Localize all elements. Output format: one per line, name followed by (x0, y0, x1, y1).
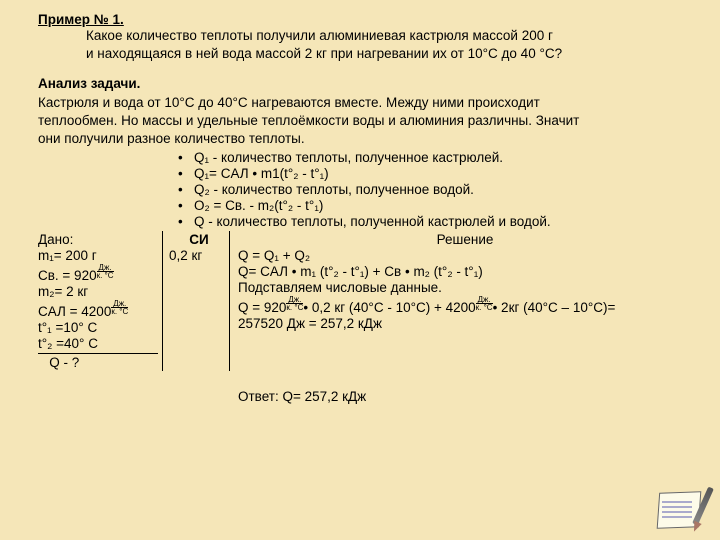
fb3: к. °С (286, 304, 303, 311)
analysis-t3: они получили разное количество теплоты. (38, 130, 692, 148)
given-2: Cв. = 920Дж.к. °С (38, 264, 158, 283)
given-column: Дано: m₁= 200 г Cв. = 920Дж.к. °С m₂= 2 … (38, 231, 163, 371)
answer: Ответ: Q= 257,2 кДж (238, 389, 692, 404)
title-text: Пример № 1. (38, 12, 124, 27)
g4a: CАЛ = 4200 (38, 304, 111, 319)
problem-l1: Какое количество теплоты получили алюмин… (86, 27, 692, 45)
bullet-3-text: Q₂ - количество теплоты, полученное водо… (194, 182, 474, 197)
fb4: к. °С (476, 304, 493, 311)
fb: к. °С (97, 272, 114, 279)
bullet-5-text: Q - количество теплоты, полученной кастр… (194, 214, 551, 229)
frac-3: Дж.к. °С (286, 296, 303, 311)
example-title: Пример № 1. (38, 12, 692, 27)
sol-1: Q = Q₁ + Q₂ (238, 248, 692, 263)
analysis-title: Анализ задачи. (38, 75, 692, 93)
bullets: •Q₁ - количество теплоты, полученное кас… (178, 150, 692, 229)
given-4: CАЛ = 4200Дж.к. °С (38, 300, 158, 319)
given-1: m₁= 200 г (38, 248, 158, 263)
given-5: t°₁ =10° С (38, 320, 158, 335)
notebook-icon (654, 486, 708, 532)
bullet-2: •Q₁= CАЛ • m1(t°₂ - t°₁) (178, 166, 692, 181)
given-q: Q - ? (38, 355, 158, 370)
sol-title: Решение (238, 232, 692, 247)
given-title: Дано: (38, 232, 158, 247)
bullet-3: •Q₂ - количество теплоты, полученное вод… (178, 182, 692, 197)
analysis-t2: теплообмен. Но массы и удельные теплоёмк… (38, 112, 692, 130)
si-1: 0,2 кг (169, 248, 229, 263)
si-column: СИ 0,2 кг (163, 231, 230, 371)
g2a: Cв. = 920 (38, 268, 97, 283)
given-6: t°₂ =40° С (38, 336, 158, 354)
bullet-1-text: Q₁ - количество теплоты, полученное каст… (194, 150, 503, 165)
s4a: Q = 920 (238, 300, 286, 315)
given-3: m₂= 2 кг (38, 284, 158, 299)
problem-statement: Какое количество теплоты получили алюмин… (86, 27, 692, 63)
bullet-4: •O₂ = Cв. - m₂(t°₂ - t°₁) (178, 198, 692, 213)
sol-4: Q = 920Дж.к. °С• 0,2 кг (40°С - 10°С) + … (238, 296, 692, 315)
sol-5: 257520 Дж = 257,2 кДж (238, 316, 692, 331)
bullet-5: •Q - количество теплоты, полученной каст… (178, 214, 692, 229)
analysis-block: Анализ задачи. Кастрюля и вода от 10°С д… (38, 75, 692, 148)
bullet-2-text: Q₁= CАЛ • m1(t°₂ - t°₁) (194, 166, 329, 181)
frac-4: Дж.к. °С (476, 296, 493, 311)
bullet-4-text: O₂ = Cв. - m₂(t°₂ - t°₁) (194, 198, 323, 213)
fb2: к. °С (111, 308, 128, 315)
frac-2: Дж.к. °С (111, 300, 128, 315)
solution-column: Решение Q = Q₁ + Q₂ Q= CАЛ • m₁ (t°₂ - t… (230, 231, 692, 371)
sol-2: Q= CАЛ • m₁ (t°₂ - t°₁) + Cв • m₂ (t°₂ -… (238, 264, 692, 279)
si-title: СИ (169, 232, 229, 247)
s4b: • 0,2 кг (40°С - 10°С) + 4200 (303, 300, 475, 315)
lower-block: Дано: m₁= 200 г Cв. = 920Дж.к. °С m₂= 2 … (38, 231, 692, 371)
analysis-t1: Кастрюля и вода от 10°С до 40°С нагреваю… (38, 94, 692, 112)
s4c: • 2кг (40°С – 10°С)= (493, 300, 616, 315)
bullet-1: •Q₁ - количество теплоты, полученное кас… (178, 150, 692, 165)
sol-3: Подставляем числовые данные. (238, 280, 692, 295)
frac-1: Дж.к. °С (97, 264, 114, 279)
problem-l2: и находящаяся в ней вода массой 2 кг при… (86, 45, 692, 63)
